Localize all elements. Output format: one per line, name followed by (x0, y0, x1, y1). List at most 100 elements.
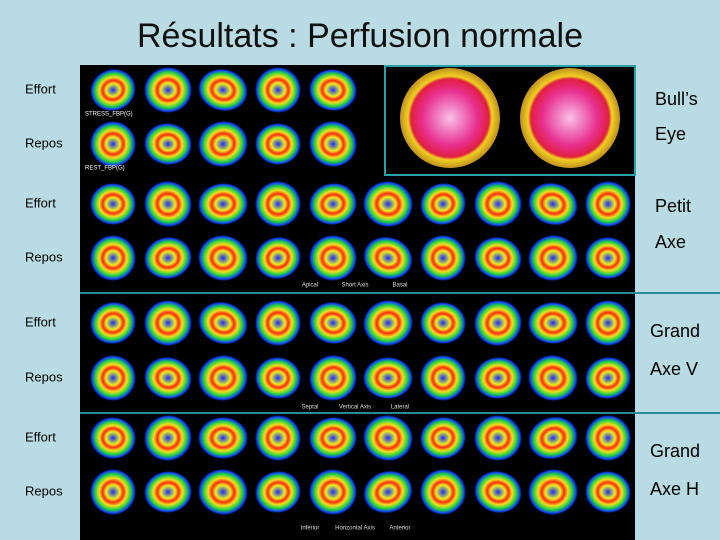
scan-slice (144, 122, 192, 166)
scan-slice (585, 181, 631, 227)
scan-slice (144, 356, 192, 400)
side-label: Grand (650, 321, 700, 341)
scan-slice (474, 299, 522, 347)
scan-slice (309, 120, 357, 168)
scans (90, 66, 631, 516)
scan-slice (420, 469, 466, 515)
scan-slice (363, 470, 413, 514)
scan-slice (255, 67, 301, 113)
side-label: Grand (650, 441, 700, 461)
scan-slice (198, 468, 248, 516)
scan-slice (585, 236, 631, 280)
row-label: Effort (25, 81, 56, 96)
scan-slice (255, 300, 301, 346)
scan-slice (363, 414, 413, 462)
scan-slice (528, 354, 578, 402)
scan-slice (255, 181, 301, 227)
scan-slice (309, 354, 357, 402)
scan-slice (474, 236, 522, 280)
labels: Effort Repos Effort Repos Effort Repos Effort R… (25, 81, 700, 531)
scan-slice (90, 355, 136, 401)
scan-slice (144, 180, 192, 228)
scan-caption: Horizontal Axis (335, 526, 375, 532)
scan-slice (585, 356, 631, 400)
scan-slice (474, 414, 522, 462)
scan-slice (309, 182, 357, 226)
scan-slice (528, 468, 578, 516)
scan-slice (420, 182, 466, 226)
row-label: Effort (25, 429, 56, 444)
row-label: Repos (25, 369, 63, 384)
scan-slice (198, 417, 248, 459)
scan-slice (90, 182, 136, 226)
scan-slice (363, 357, 413, 399)
scan-slice (528, 182, 578, 226)
scan-caption: Vertical Axis (339, 405, 371, 411)
scan-slice (198, 354, 248, 402)
row-label: Effort (25, 195, 56, 210)
bulls-eye-stress (400, 68, 500, 168)
scan-slice (90, 301, 136, 345)
scan-slice (255, 415, 301, 461)
scan-slice (363, 299, 413, 347)
scan-slice (528, 302, 578, 344)
scan-slice (198, 301, 248, 345)
scan-slice (144, 470, 192, 514)
scan-slice (585, 300, 631, 346)
row-label: Repos (25, 483, 63, 498)
scan-caption: Lateral (391, 405, 409, 411)
scan-slice (420, 355, 466, 401)
scan-slice (255, 470, 301, 514)
scan-caption: Anterior (389, 526, 410, 532)
row-label: Effort (25, 314, 56, 329)
scan-slice (198, 68, 248, 112)
scan-slice (474, 180, 522, 228)
scan-slice (198, 182, 248, 226)
row-label: Repos (25, 135, 63, 150)
scan-slice (198, 234, 248, 282)
scan-slice (363, 180, 413, 228)
scan-slice (255, 122, 301, 166)
scan-slice (144, 66, 192, 114)
scan-caption: Septal (301, 405, 318, 411)
scan-slice (144, 299, 192, 347)
side-label: Axe V (650, 359, 698, 379)
side-label: Axe (655, 232, 686, 252)
bulls-eye-rest (520, 68, 620, 168)
scan-slice (363, 236, 413, 280)
scan-slice (90, 235, 136, 281)
side-label: Axe H (650, 479, 699, 499)
scan-slice (585, 470, 631, 514)
scan-slice (90, 416, 136, 460)
image-tag: STRESS_FBP(G) (85, 112, 133, 118)
scan-slice (90, 469, 136, 515)
scan-slice (309, 301, 357, 345)
scan-slice (144, 414, 192, 462)
scan-slice (474, 356, 522, 400)
image-tag: REST_FBP(G) (85, 166, 125, 172)
scan-slice (309, 68, 357, 112)
scan-slice (528, 416, 578, 460)
scan-slice (309, 468, 357, 516)
scan-slice (255, 356, 301, 400)
row-label: Repos (25, 249, 63, 264)
scan-slice (528, 234, 578, 282)
scan-slice (309, 234, 357, 282)
side-label: Petit (655, 196, 691, 216)
scan-slice (255, 236, 301, 280)
scan-caption: Short Axis (341, 283, 368, 289)
scan-slice (309, 416, 357, 460)
scan-slice (585, 415, 631, 461)
scan-slice (420, 301, 466, 345)
scan-slice (198, 120, 248, 168)
scan-slice (144, 236, 192, 280)
scan-slice (420, 416, 466, 460)
slide-title: Résultats : Perfusion normale (137, 17, 583, 55)
scan-slice (474, 470, 522, 514)
scan-slice (90, 121, 136, 167)
scan-slice (90, 68, 136, 112)
side-label: Eye (655, 124, 686, 144)
scan-caption: Basal (392, 283, 407, 289)
scan-caption: Inferior (301, 526, 320, 532)
